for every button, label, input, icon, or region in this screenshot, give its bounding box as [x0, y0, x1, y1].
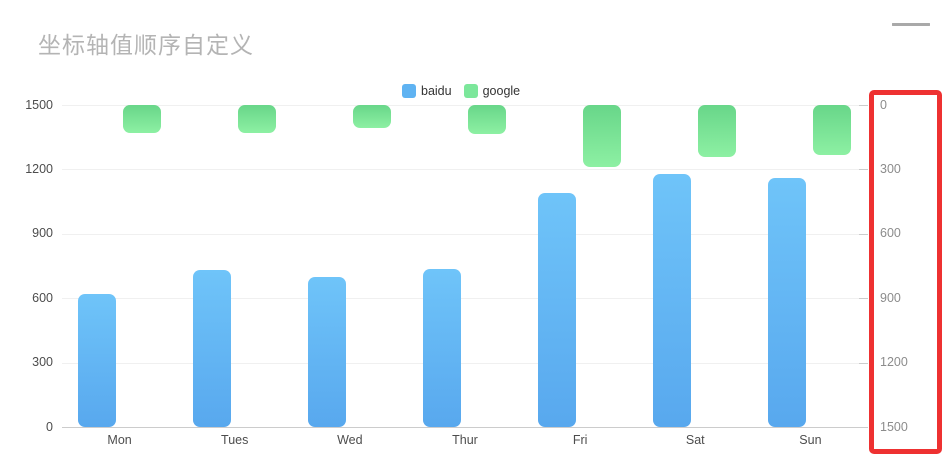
x-axis-label-Fri: Fri [572, 433, 588, 447]
bar-google-Sat[interactable] [698, 105, 737, 157]
hamburger-bar [892, 23, 930, 26]
legend-item-baidu[interactable]: baidu [402, 84, 452, 98]
y-axis-right-tick [859, 427, 868, 428]
y-axis-left-label: 900 [32, 226, 53, 241]
bar-google-Mon[interactable] [122, 105, 161, 133]
y-axis-right-label: 1500 [880, 419, 908, 434]
bar-baidu-Wed[interactable] [307, 276, 346, 427]
x-axis-label-Sat: Sat [685, 433, 705, 447]
bar-baidu-Mon[interactable] [77, 293, 116, 427]
x-axis-label-Wed: Wed [337, 433, 363, 447]
legend-item-google[interactable]: google [463, 84, 521, 98]
y-axis-left-label: 300 [32, 355, 53, 370]
legend: baidu google [402, 84, 520, 98]
legend-swatch-baidu-icon [402, 84, 416, 98]
gridline [62, 233, 868, 235]
gridline [62, 105, 868, 106]
bar-google-Fri[interactable] [583, 105, 622, 168]
bar-google-Wed[interactable] [352, 105, 391, 128]
legend-label: google [482, 84, 521, 98]
x-axis-label-Thur: Thur [452, 433, 478, 447]
y-axis-right-tick [859, 233, 868, 235]
gridline [62, 298, 868, 300]
y-axis-left-label: 1200 [25, 161, 53, 176]
x-axis-label-Tues: Tues [221, 433, 249, 447]
bar-google-Sun[interactable] [813, 105, 852, 155]
bar-baidu-Tues[interactable] [192, 270, 231, 427]
y-axis-right-label: 0 [880, 97, 887, 112]
right-axis-highlight-box [869, 90, 942, 454]
y-axis-right-tick [859, 169, 868, 171]
y-axis-right-tick [859, 298, 868, 300]
bar-google-Tues[interactable] [237, 105, 276, 134]
y-axis-right-tick [859, 105, 868, 106]
y-axis-right-tick [859, 362, 868, 364]
bar-baidu-Fri[interactable] [538, 193, 577, 427]
gridline [62, 169, 868, 171]
x-axis-label-Sun: Sun [799, 433, 822, 447]
legend-swatch-google-icon [463, 84, 478, 98]
chart-title: 坐标轴值顺序自定义 [38, 32, 254, 58]
x-axis-line [62, 427, 868, 428]
x-axis-label-Mon: Mon [107, 433, 132, 447]
y-axis-left-label: 1500 [25, 97, 53, 112]
y-axis-left-label: 600 [32, 290, 53, 305]
y-axis-right-label: 1200 [880, 355, 908, 370]
y-axis-right-label: 900 [880, 290, 901, 305]
y-axis-right-label: 300 [880, 161, 901, 176]
bar-baidu-Sun[interactable] [768, 177, 807, 427]
y-axis-right-label: 600 [880, 226, 901, 241]
bar-baidu-Thur[interactable] [423, 269, 461, 427]
legend-label: baidu [421, 84, 452, 98]
y-axis-left-label: 0 [46, 419, 53, 434]
gridline [62, 362, 868, 364]
bar-google-Thur[interactable] [468, 105, 506, 134]
bar-baidu-Sat[interactable] [653, 173, 692, 427]
